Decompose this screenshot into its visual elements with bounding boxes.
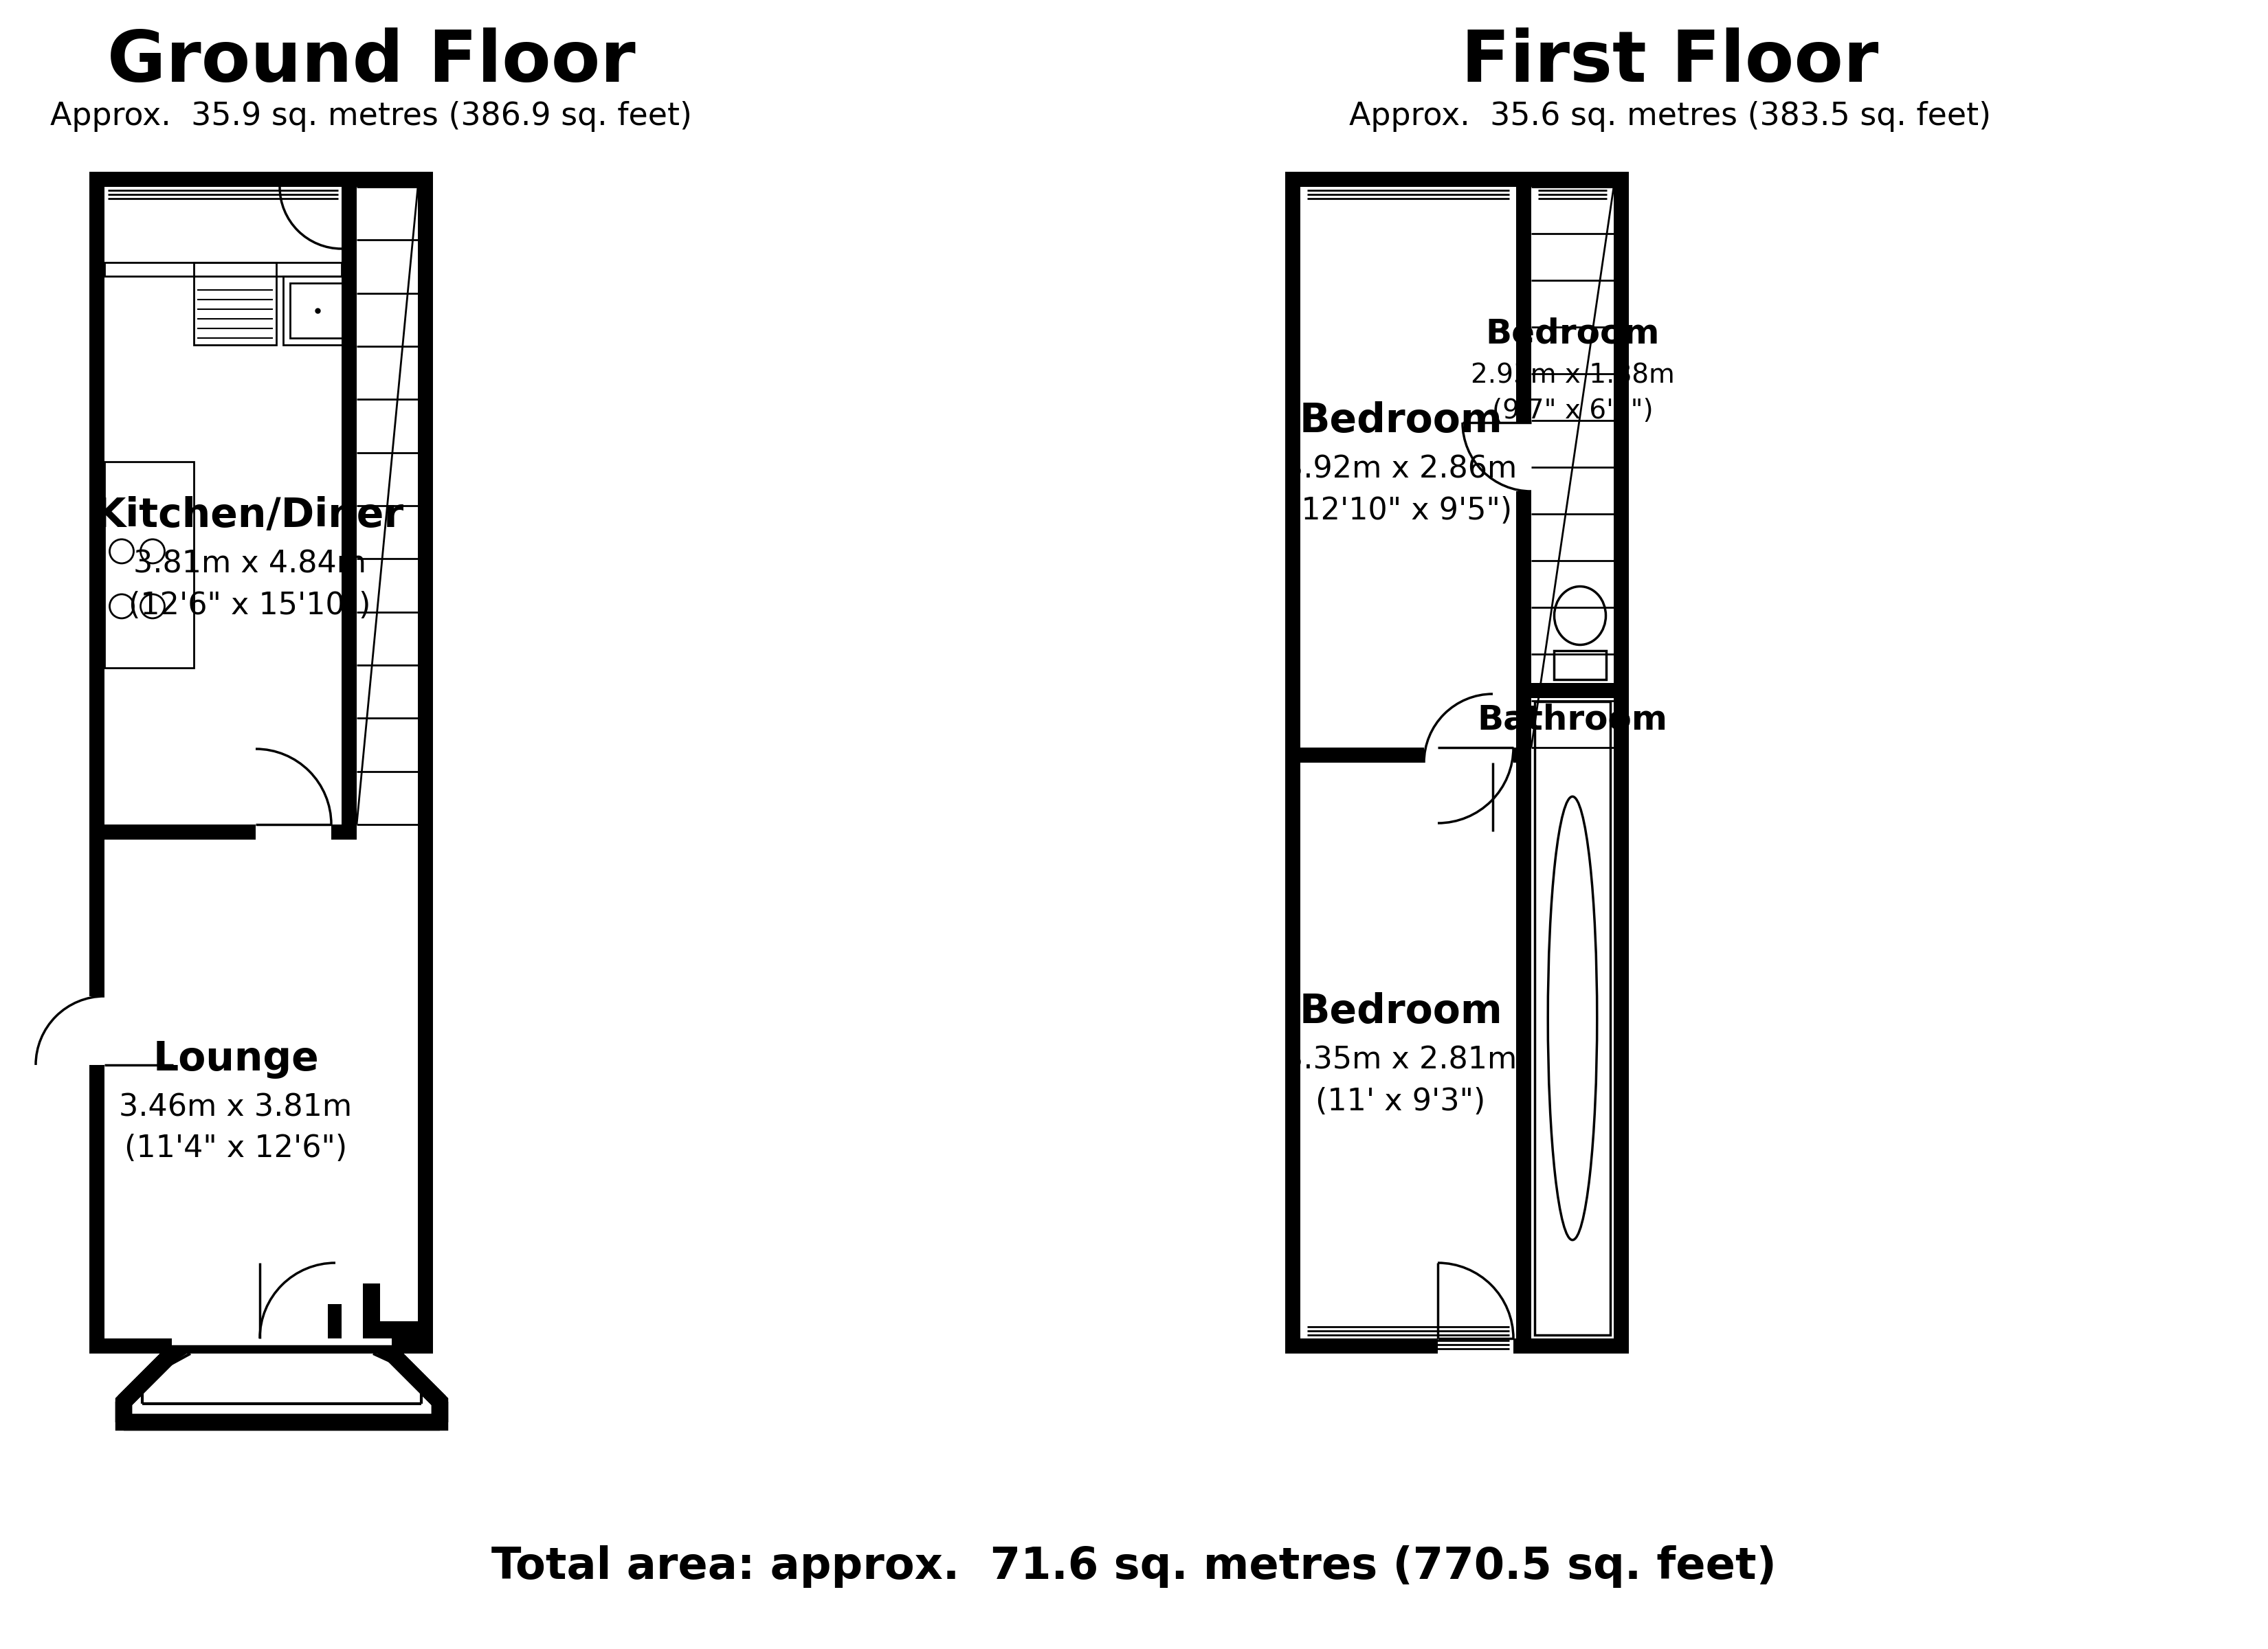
Polygon shape	[256, 824, 331, 839]
Text: Total area: approx.  71.6 sq. metres (770.5 sq. feet): Total area: approx. 71.6 sq. metres (770…	[492, 1545, 1776, 1588]
Polygon shape	[1286, 1339, 1628, 1354]
Text: (11' x 9'3"): (11' x 9'3")	[1315, 1087, 1486, 1116]
Text: Approx.  35.6 sq. metres (383.5 sq. feet): Approx. 35.6 sq. metres (383.5 sq. feet)	[1349, 101, 1991, 132]
Polygon shape	[342, 186, 356, 839]
Polygon shape	[363, 1321, 417, 1339]
Text: (12'6" x 15'10"): (12'6" x 15'10")	[129, 590, 370, 620]
Text: (9'7" x 6'2"): (9'7" x 6'2")	[1492, 397, 1653, 424]
Text: Kitchen/Diner: Kitchen/Diner	[95, 496, 404, 536]
Text: 3.46m x 3.81m: 3.46m x 3.81m	[120, 1093, 352, 1123]
Polygon shape	[1424, 747, 1492, 762]
Text: Bathroom: Bathroom	[1476, 704, 1667, 737]
Text: 2.93m x 1.88m: 2.93m x 1.88m	[1470, 363, 1674, 388]
Polygon shape	[172, 1339, 392, 1354]
Text: 3.81m x 4.84m: 3.81m x 4.84m	[134, 549, 365, 579]
Polygon shape	[88, 1339, 433, 1354]
Polygon shape	[138, 1354, 424, 1407]
Polygon shape	[417, 171, 433, 1354]
Polygon shape	[261, 1339, 336, 1354]
Polygon shape	[1286, 171, 1300, 1354]
Polygon shape	[1300, 747, 1515, 762]
Polygon shape	[1438, 1339, 1513, 1354]
Text: First Floor: First Floor	[1461, 26, 1878, 97]
Polygon shape	[1515, 171, 1531, 1354]
Text: Bedroom: Bedroom	[1486, 317, 1660, 350]
Text: Approx.  35.9 sq. metres (386.9 sq. feet): Approx. 35.9 sq. metres (386.9 sq. feet)	[50, 101, 692, 132]
Polygon shape	[1531, 683, 1628, 698]
Text: 3.92m x 2.86m: 3.92m x 2.86m	[1284, 455, 1517, 485]
Polygon shape	[1286, 171, 1628, 186]
Text: (11'4" x 12'6"): (11'4" x 12'6")	[125, 1135, 347, 1164]
Polygon shape	[363, 1283, 381, 1339]
Text: Ground Floor: Ground Floor	[107, 26, 635, 97]
Text: Lounge: Lounge	[152, 1041, 320, 1078]
Polygon shape	[1615, 171, 1628, 1354]
Polygon shape	[88, 171, 433, 1354]
Polygon shape	[104, 824, 342, 839]
Text: (12'10" x 9'5"): (12'10" x 9'5")	[1288, 496, 1513, 526]
Polygon shape	[88, 171, 433, 186]
Polygon shape	[329, 1304, 342, 1339]
Polygon shape	[1515, 422, 1531, 491]
Text: Bedroom: Bedroom	[1300, 402, 1501, 440]
Polygon shape	[125, 1354, 440, 1421]
Text: Bedroom: Bedroom	[1300, 993, 1501, 1032]
Polygon shape	[1286, 171, 1628, 1354]
Polygon shape	[88, 996, 104, 1065]
Polygon shape	[88, 171, 104, 1354]
Text: 3.35m x 2.81m: 3.35m x 2.81m	[1284, 1045, 1517, 1075]
Polygon shape	[1438, 747, 1513, 762]
